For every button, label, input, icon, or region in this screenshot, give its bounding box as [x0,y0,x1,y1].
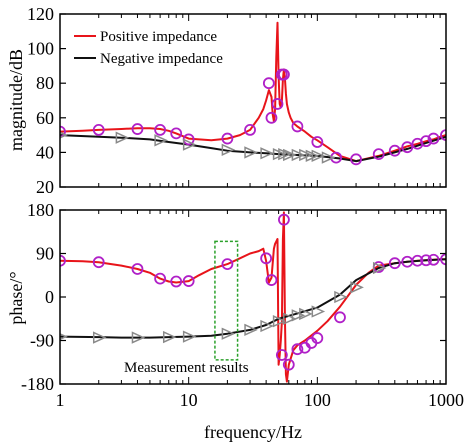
magnitude-panel: 20 40 60 80 100 120 magnitude/dB Positive imp… [6,4,447,197]
magnitude-negative-marker [260,147,274,160]
magnitude-negative-marker [182,138,197,151]
phase-negative-marker [260,319,274,333]
measurement-annotation: Measurement results [124,360,249,376]
phase-positive-marker [60,254,66,267]
phase-panel: -180 -90 0 90 180 1 10 100 1000 phase/° Measurem… [6,200,464,442]
magnitude-positive-marker [330,151,343,164]
legend: Positive impedance Negative impedance [74,29,223,67]
phase-positive-marker [260,252,273,265]
frequency-xtick-label: 10 [180,390,198,410]
magnitude-positive-marker [265,111,278,124]
magnitude-positive-marker [92,124,105,136]
magnitude-positive-marker [291,120,304,133]
magnitude-positive-marker [311,136,324,148]
magnitude-ytick-label: 120 [27,4,54,24]
phase-positive-marker [411,254,424,267]
phase-positive-marker [282,358,295,371]
phase-negative-marker [350,281,364,294]
magnitude-negative-marker [154,134,168,147]
frequency-xtick-label: 100 [304,390,331,410]
magnitude-positive-marker [221,132,234,145]
phase-negative-marker [372,261,387,275]
magnitude-positive-marker [170,127,183,140]
phase-positive-marker [221,258,234,271]
magnitude-positive-marker [420,135,432,148]
phase-positive-marker [265,274,278,286]
magnitude-negative-marker [244,146,258,159]
magnitude-positive-marker [154,124,167,136]
magnitude-negative-marker [299,148,313,162]
phase-negative-marker [283,312,297,325]
frequency-xlabel: frequency/Hz [204,422,302,442]
frequency-xtick-label: 1000 [428,390,464,410]
phase-series-negative-line [60,258,446,339]
magnitude-positive-marker [244,124,256,136]
phase-negative-marker [92,331,107,344]
phase-positive-marker [154,272,167,285]
phase-negative-marker [221,327,236,340]
phase-negative-marker [244,323,258,337]
magnitude-positive-marker [262,77,275,90]
phase-ytick-label: -180 [21,374,54,394]
phase-positive-marker [278,213,290,226]
phase-ytick-label: 180 [27,200,54,220]
phase-negative-marker [182,330,197,343]
phase-negative-marker [162,330,177,344]
phase-positive-marker [131,263,144,275]
phase-negative-marker [272,315,287,328]
magnitude-negative-marker [283,148,297,162]
phase-ytick-label: 90 [36,244,54,264]
magnitude-negative-marker [115,131,130,144]
phase-positive-marker [427,253,440,266]
phase-negative-marker [334,290,348,304]
phase-positive-marker [334,311,346,324]
magnitude-positive-marker [271,98,284,110]
magnitude-positive-marker [401,141,414,154]
phase-negative-marker [299,307,313,321]
phase-positive-marker [170,275,183,288]
phase-positive-marker [388,257,401,270]
magnitude-positive-marker [60,125,66,138]
magnitude-positive-marker [440,129,446,141]
phase-positive-marker [291,343,304,356]
phase-negative-marker [131,331,146,344]
frequency-xtick-label: 1 [56,390,65,410]
magnitude-positive-marker [131,123,144,135]
phase-positive-marker [182,275,195,287]
phase-negative-marker [311,305,326,318]
phase-ytick-label: 0 [45,287,54,307]
magnitude-positive-marker [278,68,290,81]
magnitude-plot-frame [59,13,447,188]
phase-positive-marker [311,332,324,344]
magnitude-series-negative-line [60,134,446,163]
magnitude-negative-marker [311,149,326,163]
legend-label-negative: Negative impedance [100,51,223,67]
magnitude-positive-marker [372,148,385,161]
measurement-highlight-box [214,240,239,361]
magnitude-ytick-label: 40 [36,142,54,162]
magnitude-negative-marker [291,148,306,162]
magnitude-positive-marker [350,153,362,166]
magnitude-negative-marker [321,151,336,164]
phase-negative-marker [291,309,306,322]
legend-label-positive: Positive impedance [100,29,217,45]
phase-positive-marker [275,349,288,361]
magnitude-positive-marker [388,144,401,157]
phase-series-positive-line [60,211,446,383]
magnitude-negative-marker [221,143,236,156]
magnitude-ytick-label: 80 [36,73,54,93]
phase-positive-marker [440,253,446,266]
phase-ylabel: phase/° [6,271,26,324]
phase-positive-marker [92,256,105,269]
phase-plot-frame [59,209,447,385]
magnitude-ytick-label: 60 [36,108,54,128]
magnitude-ylabel: magnitude/dB [6,49,26,151]
phase-ytick-label: -90 [30,331,54,351]
magnitude-ytick-label: 100 [27,39,54,59]
magnitude-positive-marker [427,132,440,145]
phase-positive-marker [420,254,432,267]
magnitude-ytick-label: 20 [36,177,54,197]
